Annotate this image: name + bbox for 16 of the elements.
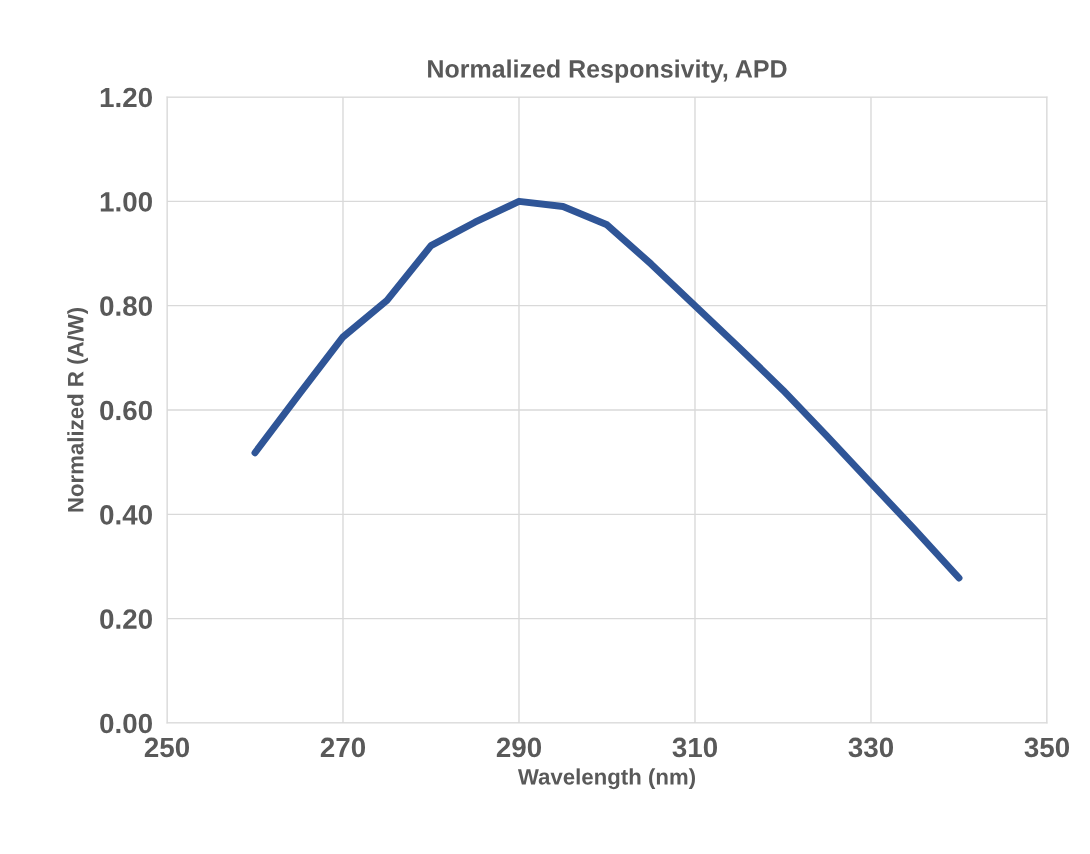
y-tick-label: 0.00 xyxy=(100,713,152,734)
x-tick-label: 330 xyxy=(848,737,894,758)
x-tick-label: 350 xyxy=(1024,737,1070,758)
x-axis-title: Wavelength (nm) xyxy=(517,768,695,790)
y-tick-label: 0.40 xyxy=(100,505,152,525)
y-tick-label: 0.20 xyxy=(100,609,152,630)
y-axis-title: Normalized R (A/W) xyxy=(67,308,88,512)
y-tick-label: 1.00 xyxy=(100,192,152,212)
chart-title: Normalized Responsivity, APD xyxy=(428,59,787,83)
y-tick-label: 0.60 xyxy=(100,400,152,421)
y-tick-label: 1.20 xyxy=(100,87,152,108)
x-tick-label: 290 xyxy=(496,737,542,758)
x-tick-label: 310 xyxy=(672,737,718,758)
x-tick-label: 250 xyxy=(144,737,190,758)
x-tick-label: 270 xyxy=(320,737,366,758)
y-tick-label: 0.80 xyxy=(100,296,152,317)
